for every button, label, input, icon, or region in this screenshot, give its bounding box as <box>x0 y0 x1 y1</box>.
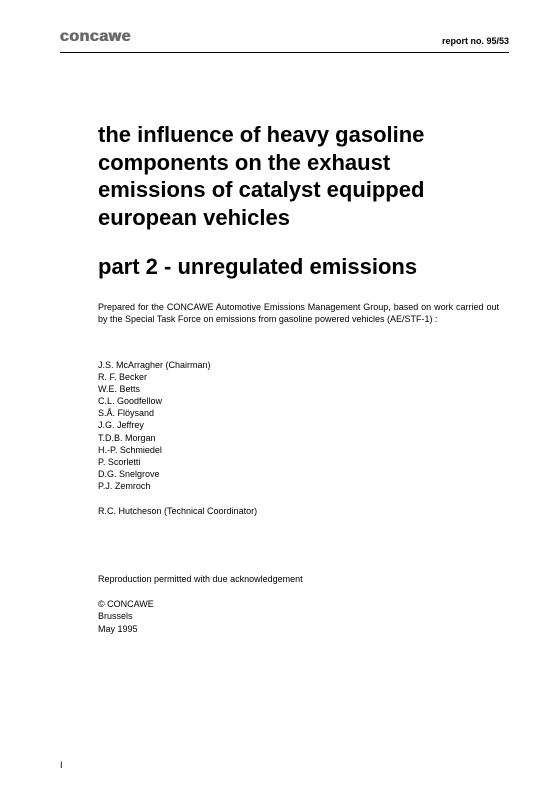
concawe-logo: concawe <box>60 28 131 46</box>
authors-list: J.S. McArragher (Chairman)R. F. BeckerW.… <box>98 359 499 493</box>
author-name: J.G. Jeffrey <box>98 419 499 431</box>
author-name: T.D.B. Morgan <box>98 432 499 444</box>
copyright-org: © CONCAWE <box>98 598 499 610</box>
technical-coordinator: R.C. Hutcheson (Technical Coordinator) <box>98 506 499 516</box>
author-name: H.-P. Schmiedel <box>98 444 499 456</box>
copyright-date: May 1995 <box>98 623 499 635</box>
author-name: W.E. Betts <box>98 383 499 395</box>
author-name: D.G. Snelgrove <box>98 468 499 480</box>
author-name: J.S. McArragher (Chairman) <box>98 359 499 371</box>
document-subtitle: part 2 - unregulated emissions <box>98 253 499 281</box>
copyright-block: © CONCAWE Brussels May 1995 <box>98 598 499 634</box>
author-name: S.Å. Flöysand <box>98 407 499 419</box>
document-title: the influence of heavy gasoline componen… <box>98 121 499 231</box>
prepared-for-text: Prepared for the CONCAWE Automotive Emis… <box>98 301 499 325</box>
reproduction-notice: Reproduction permitted with due acknowle… <box>98 574 499 584</box>
report-number: report no. 95/53 <box>442 36 509 46</box>
author-name: P. Scorletti <box>98 456 499 468</box>
author-name: R. F. Becker <box>98 371 499 383</box>
page-number: I <box>60 760 63 770</box>
copyright-city: Brussels <box>98 610 499 622</box>
author-name: C.L. Goodfellow <box>98 395 499 407</box>
author-name: P.J. Zemroch <box>98 480 499 492</box>
page-content: the influence of heavy gasoline componen… <box>60 121 509 635</box>
page-header: concawe report no. 95/53 <box>60 28 509 53</box>
